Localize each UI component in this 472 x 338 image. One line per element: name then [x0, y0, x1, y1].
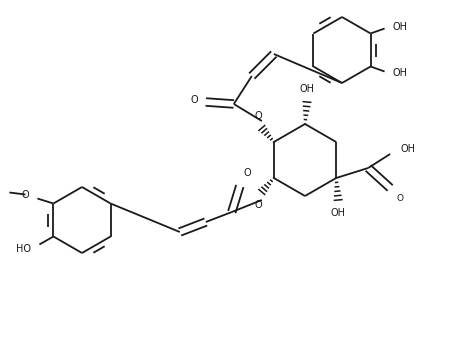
Text: O: O — [396, 194, 403, 203]
Text: OH: OH — [393, 23, 408, 32]
Text: OH: OH — [331, 208, 346, 218]
Text: OH: OH — [300, 84, 314, 94]
Text: O: O — [22, 190, 29, 199]
Text: HO: HO — [17, 244, 32, 255]
Text: O: O — [254, 111, 261, 121]
Text: OH: OH — [400, 144, 415, 154]
Text: O: O — [244, 168, 252, 178]
Text: O: O — [190, 95, 198, 105]
Text: OH: OH — [393, 68, 408, 77]
Text: O: O — [254, 200, 261, 210]
